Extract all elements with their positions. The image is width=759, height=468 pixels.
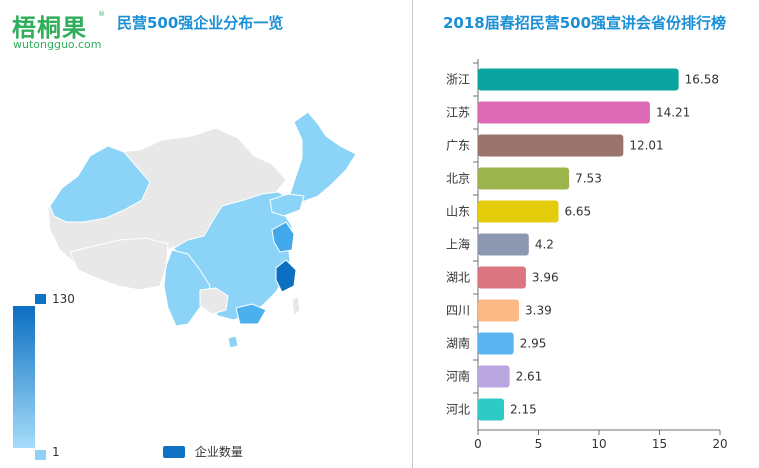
- map-region-taiwan[interactable]: [291, 295, 301, 318]
- y-tick-label: 四川: [446, 304, 470, 318]
- bar-value-label: 14.21: [656, 106, 690, 120]
- bar-value-label: 3.96: [532, 271, 559, 285]
- bar-value-label: 4.2: [535, 238, 554, 252]
- y-tick-label: 广东: [446, 139, 470, 153]
- x-tick-label: 20: [712, 437, 727, 451]
- y-tick-label: 河北: [446, 403, 470, 417]
- bar-value-label: 3.39: [525, 304, 552, 318]
- bar: [478, 134, 624, 157]
- y-tick-label: 上海: [446, 237, 470, 252]
- map-region-jiangsu[interactable]: [271, 221, 295, 253]
- logo-text: 梧桐果: [12, 14, 87, 42]
- map-region-shandong[interactable]: [269, 193, 305, 217]
- bar: [478, 266, 526, 289]
- y-tick-label: 北京: [446, 172, 470, 186]
- y-tick-label: 河南: [446, 369, 470, 384]
- bar-value-label: 12.01: [629, 139, 663, 153]
- bar-value-label: 2.95: [520, 337, 547, 351]
- map-region-zhejiang[interactable]: [275, 259, 297, 293]
- y-tick-label: 江苏: [446, 106, 470, 120]
- map-region-northeast[interactable]: [289, 111, 357, 203]
- visual-map-slider[interactable]: [10, 292, 70, 462]
- x-tick-label: 15: [652, 437, 667, 451]
- map-region-hainan[interactable]: [227, 335, 239, 349]
- bar-value-label: 7.53: [575, 172, 602, 186]
- y-tick-label: 湖北: [446, 270, 470, 285]
- map-region-southwest[interactable]: [163, 249, 211, 327]
- bar: [478, 332, 514, 355]
- bar-value-label: 2.15: [510, 403, 537, 417]
- province-bar-chart: 浙江 16.58 江苏 14.21 广东 12.01 北京 7.53 山东 6.65 上海 4.2 湖北…: [446, 59, 728, 451]
- bar: [478, 233, 529, 256]
- logo: 梧桐果 ® wutongguo.com: [12, 8, 112, 52]
- visual-map-top-handle[interactable]: [35, 294, 46, 304]
- map-legend[interactable]: 企业数量: [163, 443, 243, 460]
- map-region-xinjiang[interactable]: [49, 145, 151, 223]
- bar-value-label: 6.65: [564, 205, 591, 219]
- y-tick-label: 湖南: [446, 336, 470, 351]
- map-region-guangxi[interactable]: [199, 287, 229, 315]
- y-tick-label: 山东: [446, 205, 470, 219]
- map-region-tibet-qinghai[interactable]: [69, 237, 169, 291]
- map-region-guangdong[interactable]: [235, 303, 267, 325]
- visual-map-min-label: 1: [52, 445, 60, 459]
- legend-swatch: [163, 445, 185, 458]
- logo-registered-mark: ®: [98, 10, 105, 18]
- x-tick-label: 10: [591, 437, 606, 451]
- bar: [478, 167, 570, 190]
- bar-value-label: 2.61: [516, 370, 543, 384]
- logo-domain: wutongguo.com: [13, 38, 102, 51]
- x-tick-label: 5: [535, 437, 543, 451]
- bar-value-label: 16.58: [685, 73, 719, 87]
- visual-map-bar: [13, 306, 35, 448]
- x-tick-label: 0: [474, 437, 482, 451]
- bar: [478, 299, 520, 322]
- panel-divider: [412, 0, 413, 468]
- visual-map-max-label: 130: [52, 292, 75, 306]
- map-title: 民营500强企业分布一览: [117, 14, 284, 32]
- bar: [478, 398, 505, 421]
- bar: [478, 68, 679, 91]
- legend-label: 企业数量: [194, 445, 243, 459]
- bar: [478, 200, 559, 223]
- y-tick-label: 浙江: [446, 73, 470, 87]
- bar-chart-title: 2018届春招民营500强宣讲会省份排行榜: [443, 14, 727, 32]
- visual-map-bottom-handle[interactable]: [35, 450, 46, 460]
- china-map[interactable]: [40, 110, 370, 360]
- bar: [478, 101, 650, 124]
- bar: [478, 365, 510, 388]
